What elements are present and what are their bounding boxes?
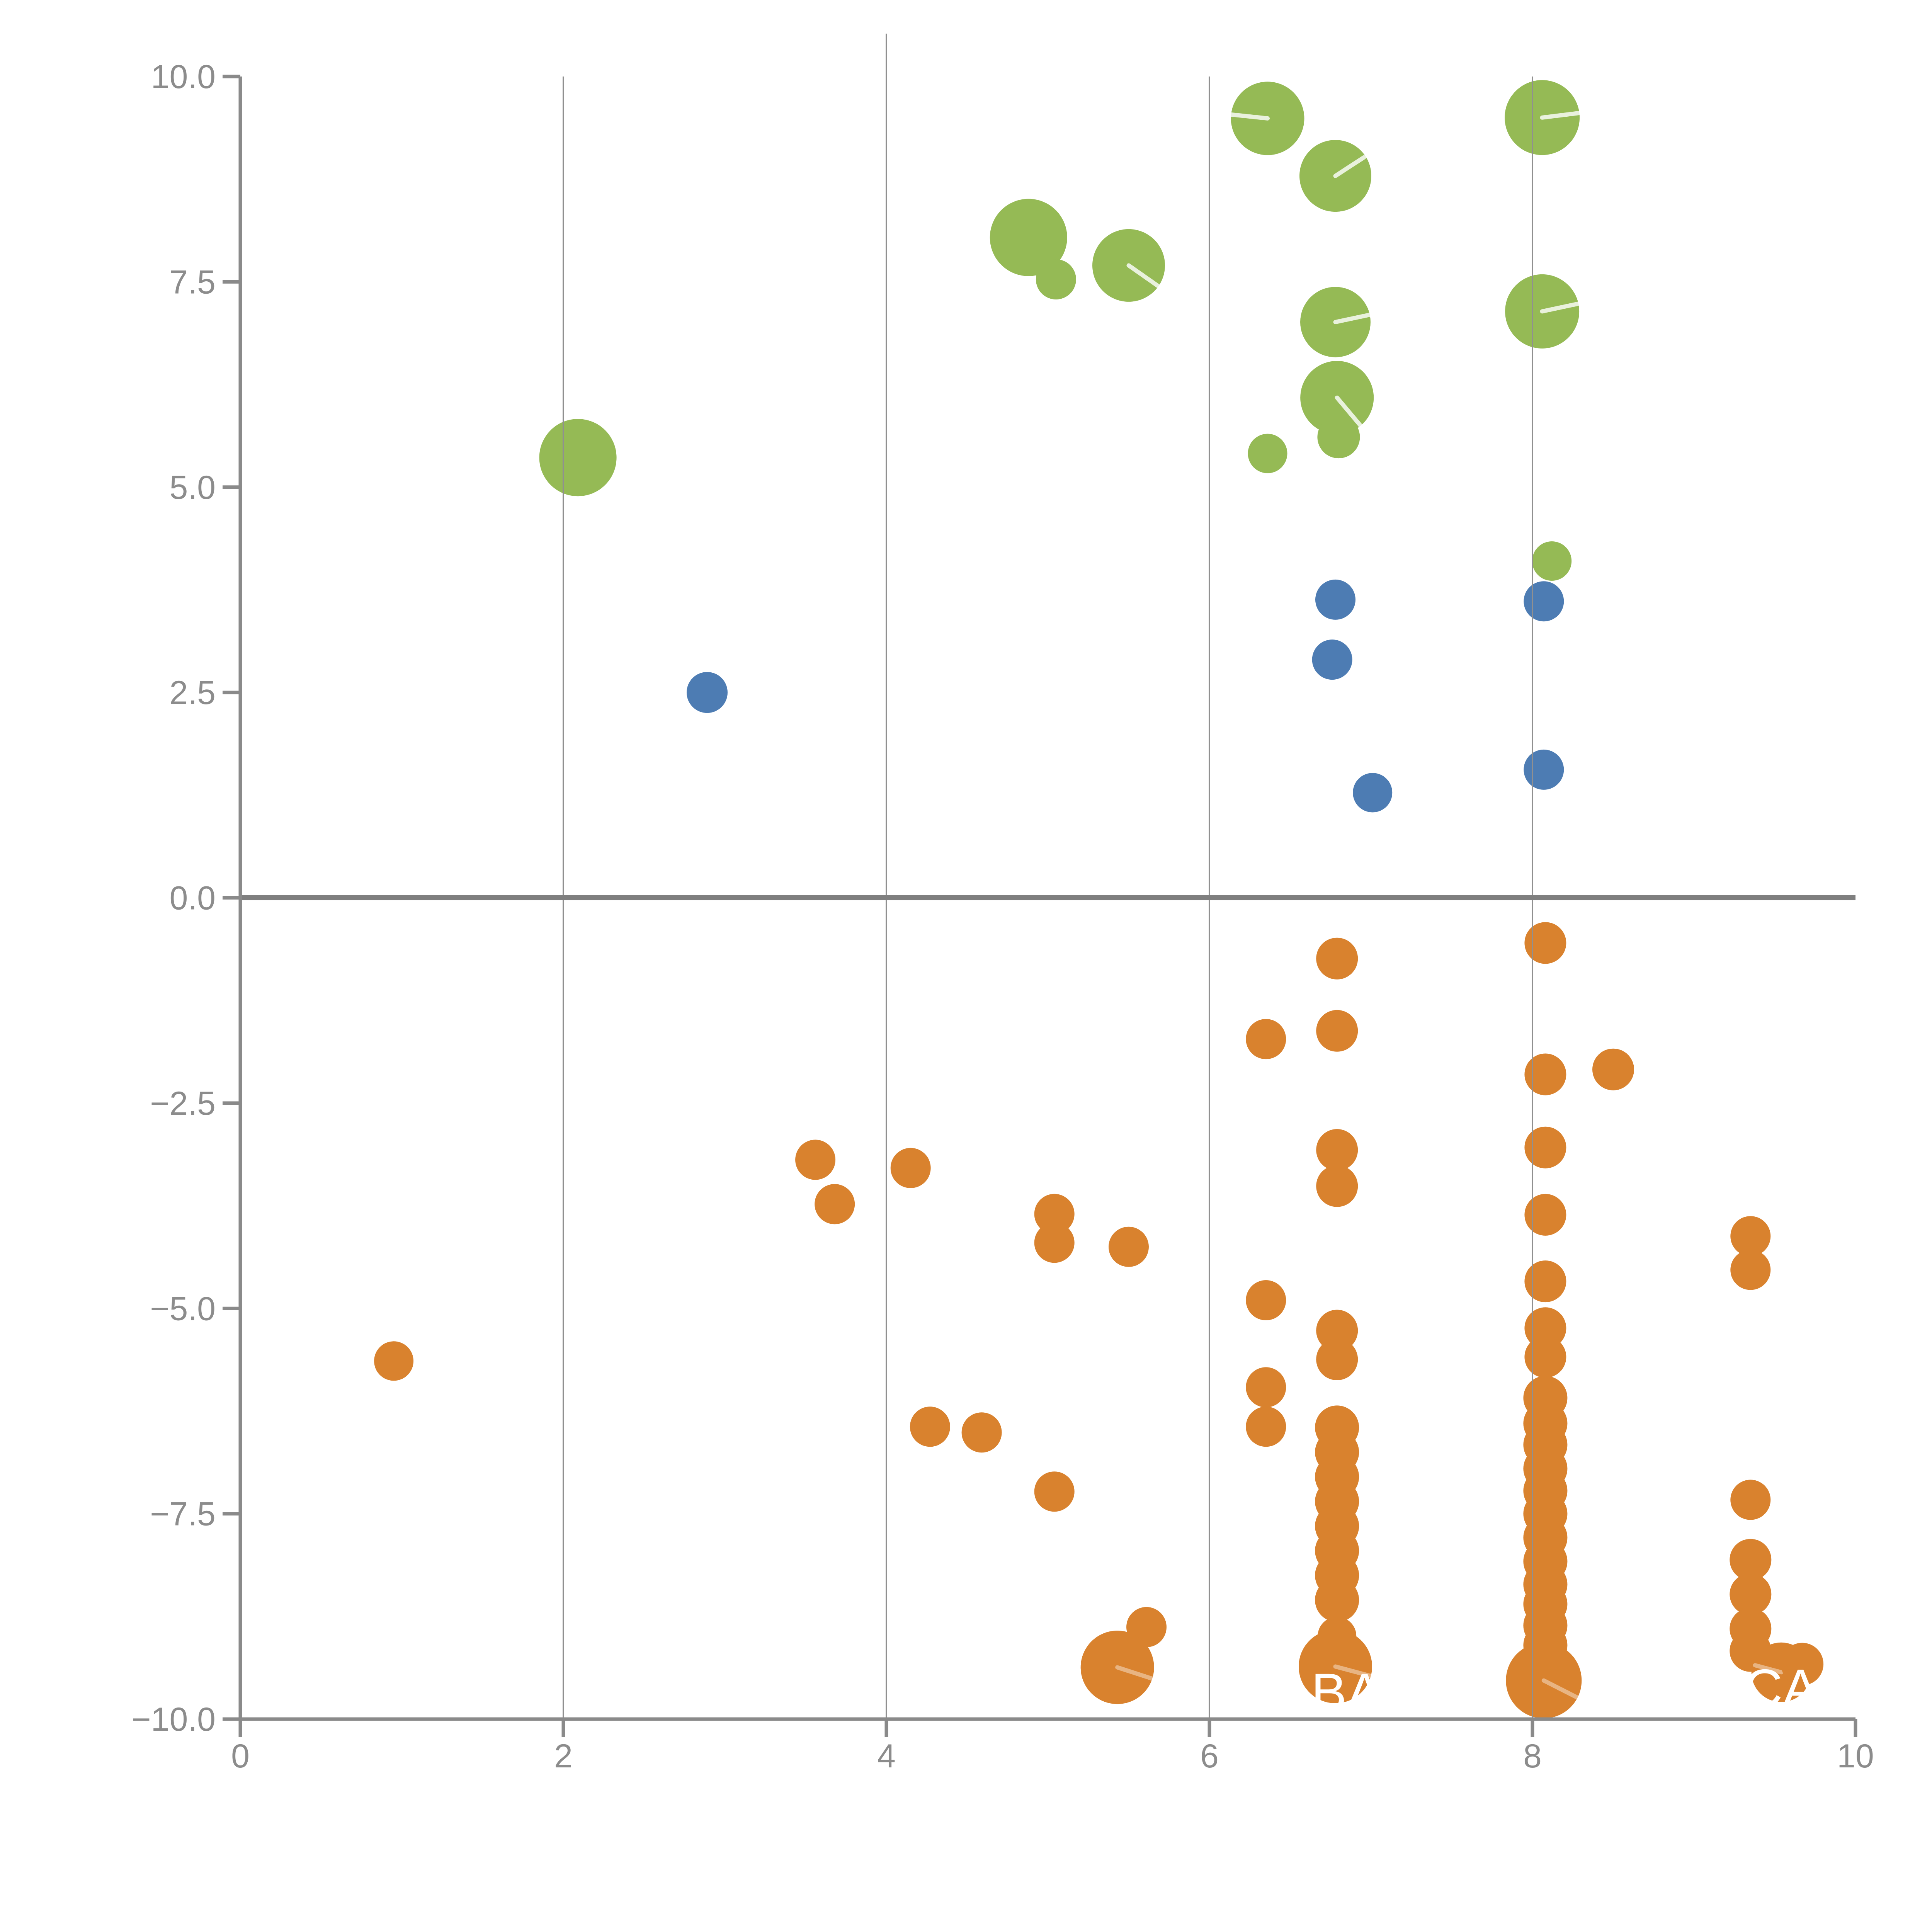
bubble-label-CA: CA: [1744, 1658, 1818, 1718]
data-point-orange-dots: [1299, 1630, 1372, 1703]
data-point-green-bubbles: [539, 419, 617, 497]
data-point-orange-dots: [1246, 1367, 1286, 1408]
y-tick-label-7.5: 7.5: [169, 264, 216, 301]
data-point-orange-dots: [1524, 1307, 1566, 1349]
labels-layer: 0 2 4 6 8 10 10.0 7.5 5.0 2.5 0.0 −2.5 −5.0 −7.5 −10.0…: [131, 58, 1874, 1775]
data-point-orange-dots: [1316, 1010, 1358, 1052]
bubble-pointer-line: [1540, 301, 1582, 314]
bubble-pointer-line: [1333, 155, 1366, 178]
axes-layer: [223, 75, 1857, 1737]
y-tick-label--7.5: −7.5: [150, 1496, 216, 1533]
data-point-orange-dots: [1109, 1226, 1149, 1267]
data-point-blue-dots: [1524, 749, 1564, 790]
bubble-pointer-line: [1227, 112, 1270, 121]
x-tick-label-0: 0: [231, 1738, 250, 1775]
data-point-orange-dots: [1524, 1336, 1566, 1378]
y-tick-label--5: −5.0: [150, 1290, 216, 1327]
data-point-orange-dots: [910, 1406, 950, 1447]
data-point-orange-dots: [1524, 1194, 1566, 1236]
data-point-orange-dots: [890, 1148, 931, 1188]
y-tick-label-2.5: 2.5: [169, 674, 216, 711]
data-point-orange-dots: [1730, 1539, 1772, 1581]
bubble-pointer-line: [1753, 1663, 1784, 1675]
data-point-orange-dots: [1730, 1573, 1772, 1615]
data-point-orange-dots: [1034, 1194, 1075, 1234]
bubble-pointer-line: [1335, 395, 1364, 429]
data-point-orange-dots: [1034, 1223, 1075, 1263]
points-layer: [374, 80, 1824, 1719]
bubble-pointer-line: [1333, 1664, 1377, 1679]
data-point-orange-dots: [1730, 1250, 1771, 1290]
data-point-orange-dots: [815, 1184, 855, 1225]
data-point-orange-dots: [1034, 1471, 1075, 1512]
data-point-orange-dots: [1246, 1019, 1286, 1060]
data-point-orange-dots: [1316, 1310, 1358, 1352]
data-point-blue-dots: [1315, 579, 1355, 620]
data-point-orange-dots: [1592, 1048, 1634, 1090]
data-point-orange-dots: [961, 1412, 1002, 1453]
data-point-green-bubbles: [990, 199, 1067, 276]
bubble-pointer-line: [1333, 312, 1374, 324]
x-tick-label-6: 6: [1200, 1738, 1219, 1775]
x-tick-label-8: 8: [1523, 1738, 1542, 1775]
bubble-pointer-line: [1126, 263, 1166, 292]
x-tick-label-10: 10: [1837, 1738, 1874, 1775]
data-point-orange-dots: [1506, 1643, 1582, 1719]
data-point-orange-dots: [1315, 1578, 1359, 1622]
x-tick-label-4: 4: [877, 1738, 896, 1775]
y-tick-label--2.5: −2.5: [150, 1085, 216, 1122]
data-point-blue-dots: [687, 672, 728, 713]
data-point-orange-dots: [1246, 1406, 1286, 1447]
data-point-blue-dots: [1524, 581, 1564, 622]
data-point-orange-dots: [1524, 1126, 1566, 1168]
data-point-blue-dots: [1353, 773, 1393, 813]
data-point-orange-dots: [1524, 1053, 1566, 1095]
data-point-orange-dots: [1316, 937, 1358, 980]
data-point-orange-dots: [1524, 1260, 1566, 1303]
bubble-pointer-line: [1541, 1678, 1584, 1702]
y-tick-label-5: 5.0: [169, 469, 216, 506]
data-point-blue-dots: [1312, 639, 1352, 680]
data-point-orange-dots: [795, 1139, 836, 1180]
data-point-orange-dots: [1316, 1165, 1358, 1207]
bubble-pointer-line: [1540, 111, 1583, 120]
data-point-green-bubbles: [1036, 259, 1076, 299]
bubble-pointer-line: [1115, 1665, 1164, 1684]
data-point-orange-dots: [1246, 1280, 1286, 1320]
y-tick-label-0: 0.0: [169, 880, 216, 917]
data-point-orange-dots: [1781, 1643, 1824, 1685]
bubble-label-BA: BA: [1311, 1663, 1382, 1722]
y-tick-label-10: 10.0: [151, 58, 216, 95]
data-point-orange-dots: [1524, 922, 1566, 964]
y-tick-label--10: −10.0: [131, 1701, 216, 1738]
x-tick-label-2: 2: [554, 1738, 573, 1775]
data-point-orange-dots: [1080, 1631, 1154, 1704]
data-point-green-bubbles: [1248, 434, 1287, 473]
data-point-orange-dots: [1316, 1338, 1358, 1380]
data-point-orange-dots: [374, 1341, 414, 1381]
grid-layer: [240, 34, 1855, 1719]
data-point-orange-dots: [1316, 1129, 1358, 1171]
data-point-orange-dots: [1730, 1216, 1771, 1257]
data-point-green-bubbles: [1532, 541, 1572, 581]
data-point-orange-dots: [1730, 1480, 1771, 1520]
data-point-green-bubbles: [1317, 416, 1360, 459]
